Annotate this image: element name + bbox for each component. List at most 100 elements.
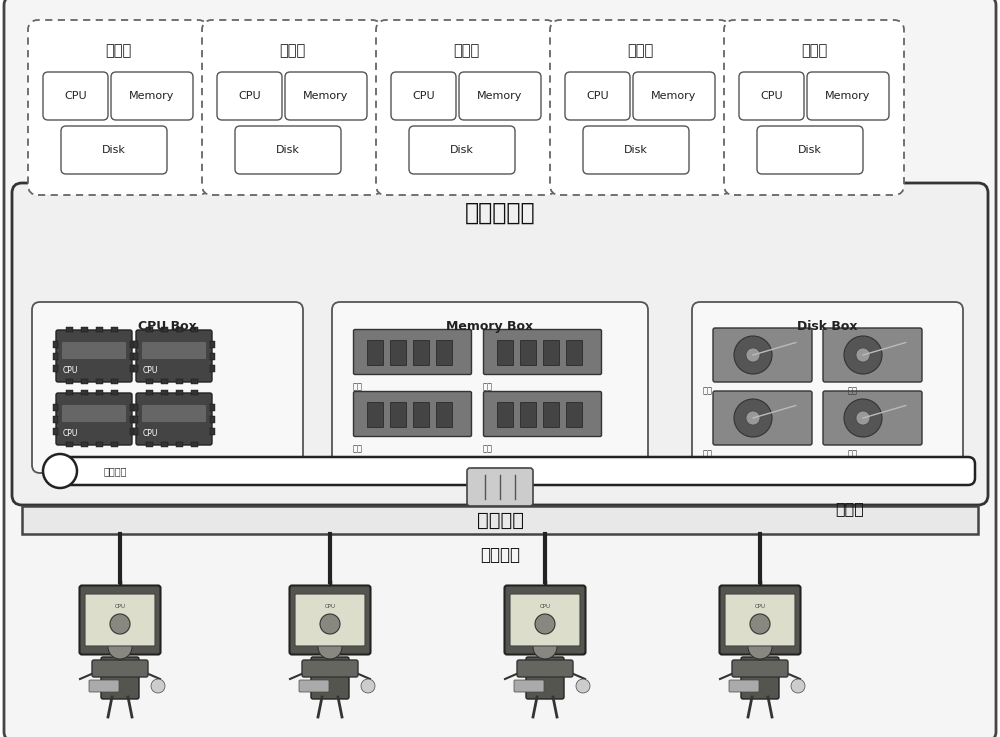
Circle shape	[844, 336, 882, 374]
Text: 能力服务器: 能力服务器	[465, 201, 535, 225]
Text: CPU: CPU	[143, 366, 158, 375]
FancyBboxPatch shape	[510, 594, 580, 646]
Text: 瘀客户端: 瘀客户端	[480, 546, 520, 564]
Bar	[81, 390, 88, 395]
FancyBboxPatch shape	[295, 594, 365, 646]
Text: Disk: Disk	[276, 145, 300, 155]
Text: 虚拟机: 虚拟机	[279, 43, 305, 58]
Bar	[210, 428, 215, 435]
Text: Memory: Memory	[129, 91, 175, 101]
Text: Disk: Disk	[798, 145, 822, 155]
FancyBboxPatch shape	[302, 660, 358, 677]
Bar	[133, 428, 138, 435]
FancyBboxPatch shape	[517, 660, 573, 677]
Text: 内存: 内存	[483, 383, 493, 391]
Bar	[53, 341, 58, 348]
Bar	[133, 353, 138, 360]
Bar	[497, 402, 513, 427]
Text: 内存: 内存	[483, 444, 493, 453]
Bar	[146, 390, 153, 395]
Bar	[66, 327, 73, 332]
Bar	[111, 379, 118, 384]
Bar	[566, 340, 582, 365]
Bar	[96, 379, 103, 384]
Bar	[436, 340, 452, 365]
FancyBboxPatch shape	[353, 391, 472, 436]
Text: Memory Box: Memory Box	[446, 321, 534, 334]
FancyBboxPatch shape	[285, 72, 367, 120]
Text: CPU: CPU	[63, 429, 78, 438]
FancyBboxPatch shape	[43, 72, 108, 120]
FancyBboxPatch shape	[713, 391, 812, 445]
Text: 内存: 内存	[353, 444, 363, 453]
Text: 互联网络: 互联网络	[477, 511, 524, 529]
Text: CPU: CPU	[143, 429, 158, 438]
Bar	[146, 442, 153, 447]
FancyBboxPatch shape	[28, 20, 208, 195]
Text: Disk: Disk	[450, 145, 474, 155]
Bar	[497, 340, 513, 365]
FancyBboxPatch shape	[62, 405, 126, 422]
Bar	[176, 442, 183, 447]
FancyBboxPatch shape	[741, 657, 779, 699]
Text: 虚拟机: 虚拟机	[453, 43, 479, 58]
Bar	[96, 390, 103, 395]
FancyBboxPatch shape	[719, 585, 800, 654]
FancyBboxPatch shape	[62, 342, 126, 359]
Bar	[146, 327, 153, 332]
Circle shape	[734, 336, 772, 374]
FancyBboxPatch shape	[12, 183, 988, 505]
Text: 磁盘: 磁盘	[848, 386, 858, 396]
Bar	[210, 353, 215, 360]
Circle shape	[856, 411, 870, 425]
Bar	[210, 365, 215, 372]
Circle shape	[43, 454, 77, 488]
Bar	[81, 327, 88, 332]
Bar	[66, 442, 73, 447]
Circle shape	[108, 635, 132, 659]
FancyBboxPatch shape	[353, 329, 472, 374]
Bar	[520, 340, 536, 365]
Bar	[133, 416, 138, 423]
Bar	[133, 365, 138, 372]
FancyBboxPatch shape	[61, 126, 167, 174]
FancyBboxPatch shape	[467, 468, 533, 506]
Text: Memory: Memory	[651, 91, 697, 101]
Text: Memory: Memory	[825, 91, 871, 101]
Bar	[367, 340, 383, 365]
Bar	[130, 404, 135, 411]
Circle shape	[533, 635, 557, 659]
Text: 磁盘: 磁盘	[703, 386, 713, 396]
Bar	[66, 379, 73, 384]
FancyBboxPatch shape	[823, 391, 922, 445]
FancyBboxPatch shape	[111, 72, 193, 120]
FancyBboxPatch shape	[92, 660, 148, 677]
FancyBboxPatch shape	[459, 72, 541, 120]
Text: 内存: 内存	[353, 383, 363, 391]
Bar	[191, 327, 198, 332]
Bar	[130, 341, 135, 348]
FancyBboxPatch shape	[739, 72, 804, 120]
Bar	[130, 428, 135, 435]
FancyBboxPatch shape	[79, 585, 160, 654]
FancyBboxPatch shape	[56, 330, 132, 382]
Circle shape	[151, 679, 165, 693]
Bar	[191, 390, 198, 395]
Text: CPU: CPU	[114, 604, 126, 609]
Circle shape	[535, 614, 555, 634]
Text: Disk Box: Disk Box	[797, 321, 858, 334]
FancyBboxPatch shape	[56, 393, 132, 445]
FancyBboxPatch shape	[713, 328, 812, 382]
Circle shape	[791, 679, 805, 693]
Circle shape	[734, 399, 772, 437]
FancyBboxPatch shape	[514, 680, 544, 692]
Bar	[146, 379, 153, 384]
FancyBboxPatch shape	[142, 405, 206, 422]
FancyBboxPatch shape	[332, 302, 648, 473]
FancyBboxPatch shape	[526, 657, 564, 699]
Text: CPU Box: CPU Box	[138, 321, 197, 334]
Bar	[133, 404, 138, 411]
Bar	[367, 402, 383, 427]
Text: CPU: CPU	[586, 91, 609, 101]
Bar	[520, 402, 536, 427]
